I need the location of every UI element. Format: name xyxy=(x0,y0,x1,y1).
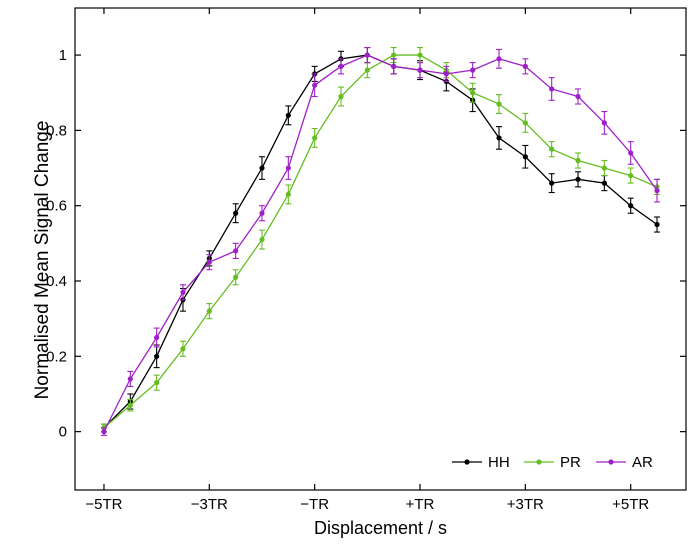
x-tick-label: +TR xyxy=(406,496,435,513)
data-point-marker xyxy=(259,236,265,243)
data-point-marker xyxy=(180,289,186,295)
data-point-marker xyxy=(496,135,502,141)
series-HH xyxy=(100,46,661,433)
data-point-marker xyxy=(312,82,318,88)
data-point-marker xyxy=(470,67,476,73)
data-point-marker xyxy=(628,172,634,179)
data-point-marker xyxy=(364,67,370,73)
data-point-marker xyxy=(285,112,291,118)
legend-label: HH xyxy=(488,454,510,471)
data-point-marker xyxy=(654,221,660,228)
data-point-marker xyxy=(496,101,502,107)
data-point-marker xyxy=(522,63,528,69)
data-point-marker xyxy=(364,52,370,58)
data-point-marker xyxy=(575,93,581,100)
data-point-marker xyxy=(154,353,160,359)
legend-marker xyxy=(464,459,470,465)
y-tick-label: 0.2 xyxy=(46,348,67,365)
data-point-marker xyxy=(233,248,239,254)
legend-marker xyxy=(536,459,542,465)
series-PR xyxy=(100,46,661,433)
data-point-marker xyxy=(312,135,318,141)
axes-box xyxy=(74,7,687,491)
data-point-marker xyxy=(127,376,133,382)
series-line xyxy=(103,54,658,429)
data-point-marker xyxy=(206,259,212,265)
data-point-marker xyxy=(522,120,528,126)
y-axis-label: Normalised Mean Signal Change xyxy=(32,120,53,400)
y-tick-label: 0 xyxy=(59,424,67,441)
x-tick-label: −TR xyxy=(300,496,329,513)
y-tick-label: 0.8 xyxy=(46,122,67,139)
data-point-marker xyxy=(575,157,581,164)
y-tick-label: 1 xyxy=(59,47,67,64)
data-point-marker xyxy=(443,71,449,77)
data-point-marker xyxy=(259,165,265,171)
legend-label: AR xyxy=(632,454,653,471)
y-tick-label: 0.6 xyxy=(46,198,67,215)
x-tick-label: +5TR xyxy=(612,496,649,513)
data-point-marker xyxy=(417,52,423,58)
series-AR xyxy=(100,46,661,436)
data-point-marker xyxy=(206,308,212,314)
legend-label: PR xyxy=(560,454,581,471)
data-point-marker xyxy=(496,56,502,62)
x-axis-label: Displacement / s xyxy=(313,518,448,538)
x-tick-label: −5TR xyxy=(85,496,122,513)
x-tick-label: −3TR xyxy=(191,496,228,513)
data-point-marker xyxy=(549,180,555,186)
data-point-marker xyxy=(338,93,344,100)
legend-marker xyxy=(608,459,614,465)
data-point-marker xyxy=(549,146,555,152)
data-point-marker xyxy=(285,165,291,171)
data-point-marker xyxy=(601,180,607,186)
data-point-marker xyxy=(601,120,607,126)
data-point-marker xyxy=(628,150,634,156)
legend: HH PR AR xyxy=(452,454,653,471)
y-tick-label: 0.4 xyxy=(46,273,67,290)
data-point-marker xyxy=(127,402,133,408)
data-point-marker xyxy=(417,67,423,73)
data-point-marker xyxy=(338,63,344,69)
data-point-marker xyxy=(628,203,634,209)
x-tick-label: +3TR xyxy=(507,496,544,513)
data-point-marker xyxy=(180,346,186,352)
data-point-marker xyxy=(154,380,160,386)
data-point-marker xyxy=(391,52,397,58)
series-line xyxy=(103,54,658,432)
data-point-marker xyxy=(549,86,555,92)
data-point-marker xyxy=(233,210,239,216)
data-point-marker xyxy=(601,165,607,171)
data-point-marker xyxy=(654,188,660,194)
data-point-marker xyxy=(391,63,397,69)
data-point-marker xyxy=(101,429,107,435)
data-point-marker xyxy=(154,334,160,341)
data-point-marker xyxy=(575,176,581,182)
data-point-marker xyxy=(259,210,265,216)
data-point-marker xyxy=(233,274,239,280)
series-line xyxy=(103,54,658,429)
data-point-marker xyxy=(470,90,476,96)
data-point-marker xyxy=(285,191,291,197)
data-point-marker xyxy=(522,154,528,160)
